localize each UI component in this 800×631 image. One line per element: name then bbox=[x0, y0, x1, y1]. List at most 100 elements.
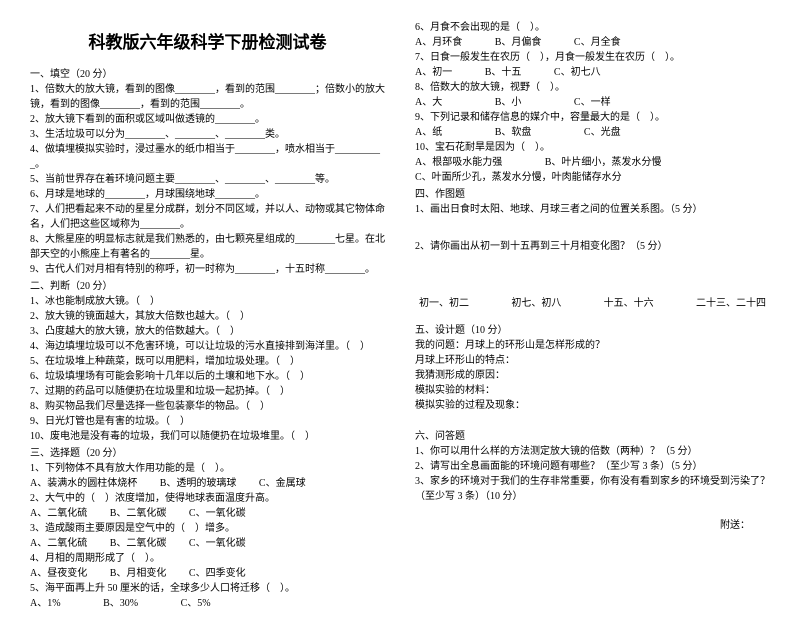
question: 4、做填埋模拟实验时，浸过墨水的纸巾相当于________，喷水相当于_____… bbox=[30, 142, 385, 172]
question-line: 月球上环形山的特点： bbox=[415, 353, 770, 368]
option-b: B、二氧化碳 bbox=[110, 538, 167, 549]
question: 8、倍数大的放大镜，视野（ ）。 bbox=[415, 80, 770, 95]
question: 4、月相的周期形成了（ ）。 bbox=[30, 551, 385, 566]
section-header: 四、作图题 bbox=[415, 187, 770, 202]
question-line: 我的问题：月球上的环形山是怎样形成的？ bbox=[415, 338, 770, 353]
section-header: 六、问答题 bbox=[415, 429, 770, 444]
option-c: C、5% bbox=[181, 598, 211, 609]
option-b: B、十五 bbox=[485, 67, 522, 78]
option-b: B、月偏食 bbox=[495, 37, 542, 48]
option-a: A、二氧化硫 bbox=[30, 508, 87, 519]
question: 1、下列物体不具有放大作用功能的是（ ）。 bbox=[30, 461, 385, 476]
options: A、月环食 B、月偏食 C、月全食 bbox=[415, 35, 770, 50]
option-a: A、纸 bbox=[415, 127, 442, 138]
section-header: 五、设计题（10 分） bbox=[415, 323, 770, 338]
option-c: C、叶面所少孔，蒸发水分慢，叶肉能储存水分 bbox=[415, 170, 770, 185]
question: 10、宝石花耐旱是因为（ ）。 bbox=[415, 140, 770, 155]
question: 4、海边填埋垃圾可以不危害环境，可以让垃圾的污水直接排到海洋里。（ ） bbox=[30, 339, 385, 354]
question: 8、购买物品我们尽量选择一些包装豪华的物品。（ ） bbox=[30, 399, 385, 414]
option-a: A、装满水的圆柱体烧杯 bbox=[30, 478, 137, 489]
option-c: C、光盘 bbox=[584, 127, 621, 138]
options: A、初一 B、十五 C、初七八 bbox=[415, 65, 770, 80]
option-c: C、一氧化碳 bbox=[189, 508, 246, 519]
options: A、二氧化硫 B、二氧化碳 C、一氧化碳 bbox=[30, 506, 385, 521]
option-c: C、月全食 bbox=[574, 37, 621, 48]
options: A、昼夜变化 B、月相变化 C、四季变化 bbox=[30, 566, 385, 581]
option-a: A、初一 bbox=[415, 67, 452, 78]
question: 3、家乡的环境对于我们的生存非常重要，你有没有看到家乡的环境受到污染了？（至少写… bbox=[415, 474, 770, 504]
phase-label: 二十三、二十四 bbox=[696, 294, 766, 309]
option-a: A、昼夜变化 bbox=[30, 568, 87, 579]
question: 9、下列记录和储存信息的媒介中，容量最大的是（ ）。 bbox=[415, 110, 770, 125]
question: 1、你可以用什么样的方法测定放大镜的倍数（两种）？（5 分） bbox=[415, 444, 770, 459]
section-5: 五、设计题（10 分） 我的问题：月球上的环形山是怎样形成的？ 月球上环形山的特… bbox=[415, 323, 770, 413]
question: 6、月球是地球的________，月球围绕地球________。 bbox=[30, 187, 385, 202]
option-b: B、透明的玻璃球 bbox=[160, 478, 237, 489]
question: 5、当前世界存在着环境问题主要________、________、_______… bbox=[30, 172, 385, 187]
question: 5、海平面再上升 50 厘米的话，全球多少人口将迁移（ ）。 bbox=[30, 581, 385, 596]
options: A、根部吸水能力强 B、叶片细小，蒸发水分慢 bbox=[415, 155, 770, 170]
option-b: B、软盘 bbox=[495, 127, 532, 138]
section-6: 六、问答题 1、你可以用什么样的方法测定放大镜的倍数（两种）？（5 分） 2、请… bbox=[415, 429, 770, 504]
question: 5、在垃圾堆上种蔬菜，既可以用肥料，增加垃圾处理。（ ） bbox=[30, 354, 385, 369]
option-b: B、30% bbox=[103, 598, 138, 609]
question: 2、放大镜的镜面越大，其放大倍数也越大。（ ） bbox=[30, 309, 385, 324]
section-header: 一、填空（20 分） bbox=[30, 67, 385, 82]
phase-label: 初一、初二 bbox=[419, 294, 469, 309]
question-line: 模拟实验的过程及现象： bbox=[415, 398, 770, 413]
question: 6、月食不会出现的是（ ）。 bbox=[415, 20, 770, 35]
exam-title: 科教版六年级科学下册检测试卷 bbox=[30, 28, 385, 53]
section-2: 二、判断（20 分） 1、冰也能制成放大镜。（ ） 2、放大镜的镜面越大，其放大… bbox=[30, 279, 385, 444]
question: 2、请写出全息画面能的环境问题有哪些？（至少写 3 条）（5 分） bbox=[415, 459, 770, 474]
question: 2、请你画出从初一到十五再到三十月相变化图？（5 分） bbox=[415, 239, 770, 254]
question: 2、大气中的（ ）浓度增加，使得地球表面温度升高。 bbox=[30, 491, 385, 506]
question: 7、人们把看起来不动的星星分成群，划分不同区域，并以人、动物或其它物体命名，人们… bbox=[30, 202, 385, 232]
section-1: 一、填空（20 分） 1、倍数大的放大镜，看到的图像________，看到的范围… bbox=[30, 67, 385, 277]
options: A、装满水的圆柱体烧杯 B、透明的玻璃球 C、金属球 bbox=[30, 476, 385, 491]
options: A、纸 B、软盘 C、光盘 bbox=[415, 125, 770, 140]
option-a: A、根部吸水能力强 bbox=[415, 157, 502, 168]
option-c: C、一样 bbox=[574, 97, 611, 108]
options: A、二氧化硫 B、二氧化碳 C、一氧化碳 bbox=[30, 536, 385, 551]
section-header: 三、选择题（20 分） bbox=[30, 446, 385, 461]
question: 7、过期的药品可以随便扔在垃圾里和垃圾一起扔掉。（ ） bbox=[30, 384, 385, 399]
question: 1、画出日食时太阳、地球、月球三者之间的位置关系图。（5 分） bbox=[415, 202, 770, 217]
option-a: A、二氧化硫 bbox=[30, 538, 87, 549]
option-c: C、初七八 bbox=[554, 67, 601, 78]
option-b: B、叶片细小，蒸发水分慢 bbox=[545, 157, 662, 168]
option-c: C、金属球 bbox=[259, 478, 306, 489]
option-b: B、小 bbox=[495, 97, 522, 108]
question-line: 模拟实验的材料： bbox=[415, 383, 770, 398]
question: 6、垃圾填埋场有可能会影响十几年以后的土壤和地下水。（ ） bbox=[30, 369, 385, 384]
section-4: 四、作图题 1、画出日食时太阳、地球、月球三者之间的位置关系图。（5 分） 2、… bbox=[415, 187, 770, 254]
phase-label: 十五、十六 bbox=[604, 294, 654, 309]
option-a: A、1% bbox=[30, 598, 61, 609]
question: 10、废电池是没有毒的垃圾，我们可以随便扔在垃圾堆里。（ ） bbox=[30, 429, 385, 444]
section-header: 二、判断（20 分） bbox=[30, 279, 385, 294]
option-c: C、一氧化碳 bbox=[189, 538, 246, 549]
option-c: C、四季变化 bbox=[189, 568, 246, 579]
attachment-label: 附送： bbox=[415, 516, 770, 531]
section-3: 三、选择题（20 分） 1、下列物体不具有放大作用功能的是（ ）。 A、装满水的… bbox=[30, 446, 385, 611]
moon-phase-labels: 初一、初二 初七、初八 十五、十六 二十三、二十四 bbox=[415, 294, 770, 309]
question: 8、大熊星座的明显标志就是我们熟悉的，由七颗亮星组成的________七星。在北… bbox=[30, 232, 385, 262]
question: 1、倍数大的放大镜，看到的图像________，看到的范围________；倍数… bbox=[30, 82, 385, 112]
question: 1、冰也能制成放大镜。（ ） bbox=[30, 294, 385, 309]
question: 2、放大镜下看到的面积或区域叫做透镜的________。 bbox=[30, 112, 385, 127]
options: A、大 B、小 C、一样 bbox=[415, 95, 770, 110]
question: 7、日食一般发生在农历（ ），月食一般发生在农历（ ）。 bbox=[415, 50, 770, 65]
option-b: B、月相变化 bbox=[110, 568, 167, 579]
phase-label: 初七、初八 bbox=[511, 294, 561, 309]
option-a: A、大 bbox=[415, 97, 442, 108]
options: A、1% B、30% C、5% bbox=[30, 596, 385, 611]
question: 9、古代人们对月相有特别的称呼，初一时称为________，十五时称______… bbox=[30, 262, 385, 277]
question-line: 我猜测形成的原因： bbox=[415, 368, 770, 383]
question: 3、凸度越大的放大镜，放大的倍数越大。（ ） bbox=[30, 324, 385, 339]
option-a: A、月环食 bbox=[415, 37, 462, 48]
question: 3、造成酸雨主要原因是空气中的（ ）增多。 bbox=[30, 521, 385, 536]
question: 3、生活垃圾可以分为________、________、________类。 bbox=[30, 127, 385, 142]
exam-page: 科教版六年级科学下册检测试卷 一、填空（20 分） 1、倍数大的放大镜，看到的图… bbox=[30, 20, 770, 611]
left-column: 科教版六年级科学下册检测试卷 一、填空（20 分） 1、倍数大的放大镜，看到的图… bbox=[30, 20, 385, 611]
option-b: B、二氧化碳 bbox=[110, 508, 167, 519]
right-column: 6、月食不会出现的是（ ）。 A、月环食 B、月偏食 C、月全食 7、日食一般发… bbox=[415, 20, 770, 611]
